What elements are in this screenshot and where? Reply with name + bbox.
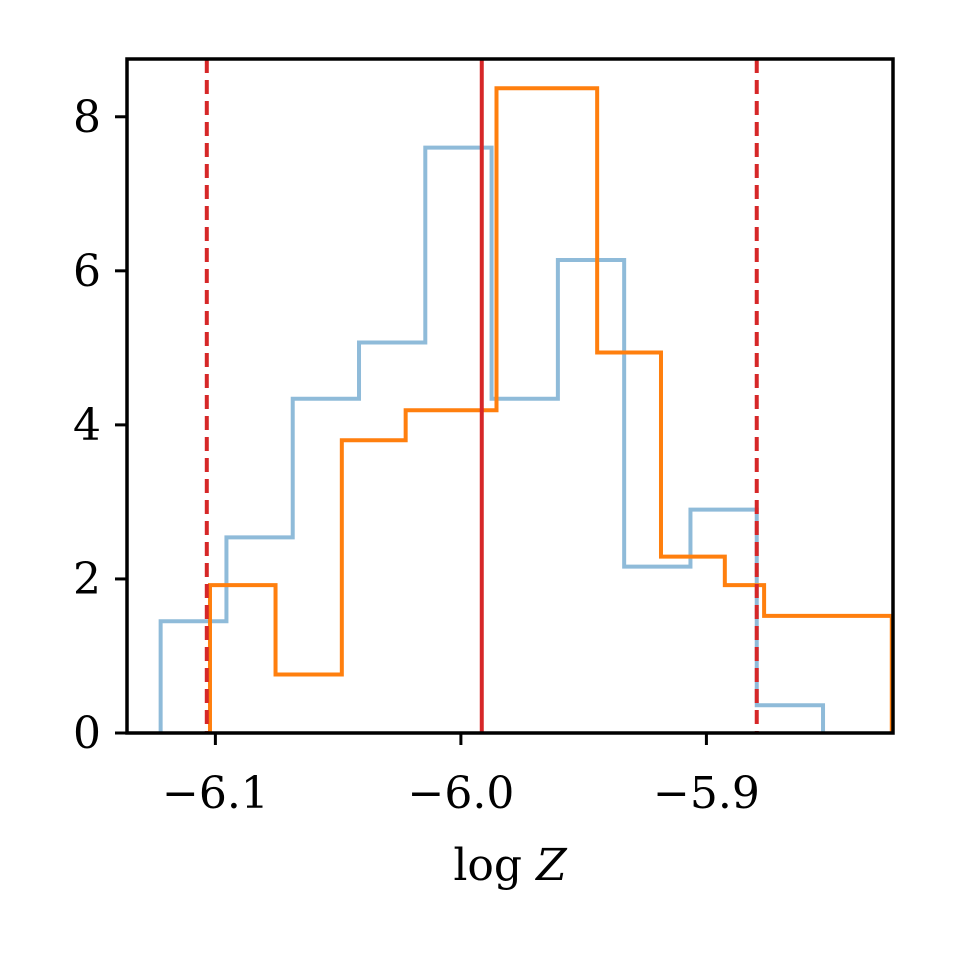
y-tick-label: 6 bbox=[73, 246, 101, 297]
axis-ticks: −6.1 −6.0 −5.9 0 2 4 6 8 bbox=[73, 92, 760, 819]
histogram-series-1 bbox=[158, 145, 826, 733]
x-tick-label: −6.0 bbox=[407, 768, 514, 819]
y-tick-label: 4 bbox=[73, 400, 101, 451]
x-axis-label: log Z bbox=[453, 840, 568, 891]
x-tick-label: −6.1 bbox=[162, 768, 269, 819]
y-tick-label: 8 bbox=[73, 92, 101, 143]
y-tick-label: 2 bbox=[73, 554, 101, 605]
x-tick-label: −5.9 bbox=[653, 768, 760, 819]
plot-frame bbox=[125, 57, 895, 735]
y-tick-label: 0 bbox=[73, 708, 101, 759]
reference-lines bbox=[204, 59, 759, 733]
series-layer bbox=[158, 86, 894, 733]
histogram-series-2 bbox=[207, 86, 894, 733]
